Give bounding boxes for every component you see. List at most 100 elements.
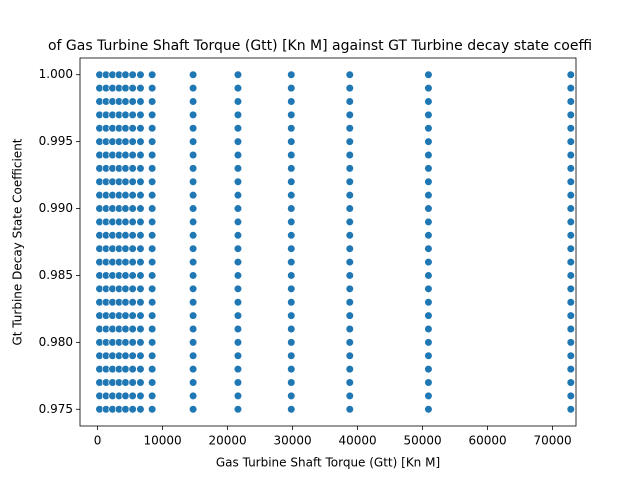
point: [121, 97, 130, 106]
point: [128, 257, 137, 267]
point: [287, 391, 296, 400]
point: [424, 324, 433, 334]
point: [121, 164, 130, 173]
point: [566, 70, 575, 79]
point: [345, 164, 354, 173]
point: [566, 150, 575, 160]
point: [189, 177, 198, 186]
point: [128, 365, 137, 374]
point: [233, 391, 243, 400]
point: [287, 284, 296, 293]
axes-frame: [79, 57, 577, 427]
point: [424, 378, 433, 387]
point: [128, 298, 137, 307]
point: [136, 124, 145, 133]
point: [148, 257, 157, 267]
point: [287, 204, 296, 213]
point: [287, 217, 296, 227]
point: [566, 311, 575, 320]
point: [345, 150, 354, 160]
point: [287, 137, 296, 146]
point: [287, 84, 296, 93]
point: [424, 298, 433, 307]
point: [424, 97, 433, 106]
point: [566, 110, 575, 119]
point: [136, 257, 145, 267]
point: [233, 284, 243, 293]
point: [128, 351, 137, 360]
point: [189, 191, 198, 200]
point: [136, 231, 145, 240]
point: [566, 365, 575, 374]
point: [148, 324, 157, 334]
point: [189, 164, 198, 173]
point: [189, 110, 198, 119]
point: [345, 365, 354, 374]
point: [148, 164, 157, 173]
point: [128, 164, 137, 173]
point: [128, 97, 137, 106]
point: [566, 217, 575, 227]
point: [566, 204, 575, 213]
point: [121, 84, 130, 93]
point: [566, 391, 575, 400]
point: [136, 365, 145, 374]
point: [287, 311, 296, 320]
point: [136, 70, 145, 79]
point: [566, 191, 575, 200]
point: [424, 110, 433, 119]
point: [148, 191, 157, 200]
point: [233, 164, 243, 173]
point: [345, 284, 354, 293]
point: [345, 217, 354, 227]
point: [121, 365, 130, 374]
point: [121, 324, 130, 334]
point: [121, 244, 130, 253]
point: [345, 405, 354, 414]
point: [233, 351, 243, 360]
point: [233, 271, 243, 280]
point: [424, 405, 433, 414]
point: [148, 97, 157, 106]
point: [287, 150, 296, 160]
point: [128, 84, 137, 93]
point: [121, 284, 130, 293]
chart-title: of Gas Turbine Shaft Torque (Gtt) [Kn M]…: [48, 38, 592, 54]
point: [189, 84, 198, 93]
point: [121, 231, 130, 240]
point: [121, 391, 130, 400]
point: [233, 405, 243, 414]
point: [287, 405, 296, 414]
point: [128, 244, 137, 253]
point: [566, 378, 575, 387]
point: [148, 124, 157, 133]
point: [121, 124, 130, 133]
point: [424, 124, 433, 133]
point: [128, 191, 137, 200]
point: [136, 217, 145, 227]
point: [148, 351, 157, 360]
point: [424, 177, 433, 186]
point: [121, 110, 130, 119]
point: [566, 351, 575, 360]
point: [148, 244, 157, 253]
point: [233, 124, 243, 133]
point: [345, 70, 354, 79]
point: [121, 311, 130, 320]
point: [189, 391, 198, 400]
point: [287, 378, 296, 387]
point: [345, 391, 354, 400]
point: [136, 338, 145, 347]
point: [189, 271, 198, 280]
point: [148, 204, 157, 213]
y-tick-label: 0.990: [39, 201, 73, 215]
point: [566, 137, 575, 146]
point: [136, 97, 145, 106]
point: [287, 244, 296, 253]
point: [424, 150, 433, 160]
x-tick-label: 0: [94, 434, 102, 448]
point: [136, 271, 145, 280]
point: [287, 324, 296, 334]
point: [233, 84, 243, 93]
point: [233, 298, 243, 307]
